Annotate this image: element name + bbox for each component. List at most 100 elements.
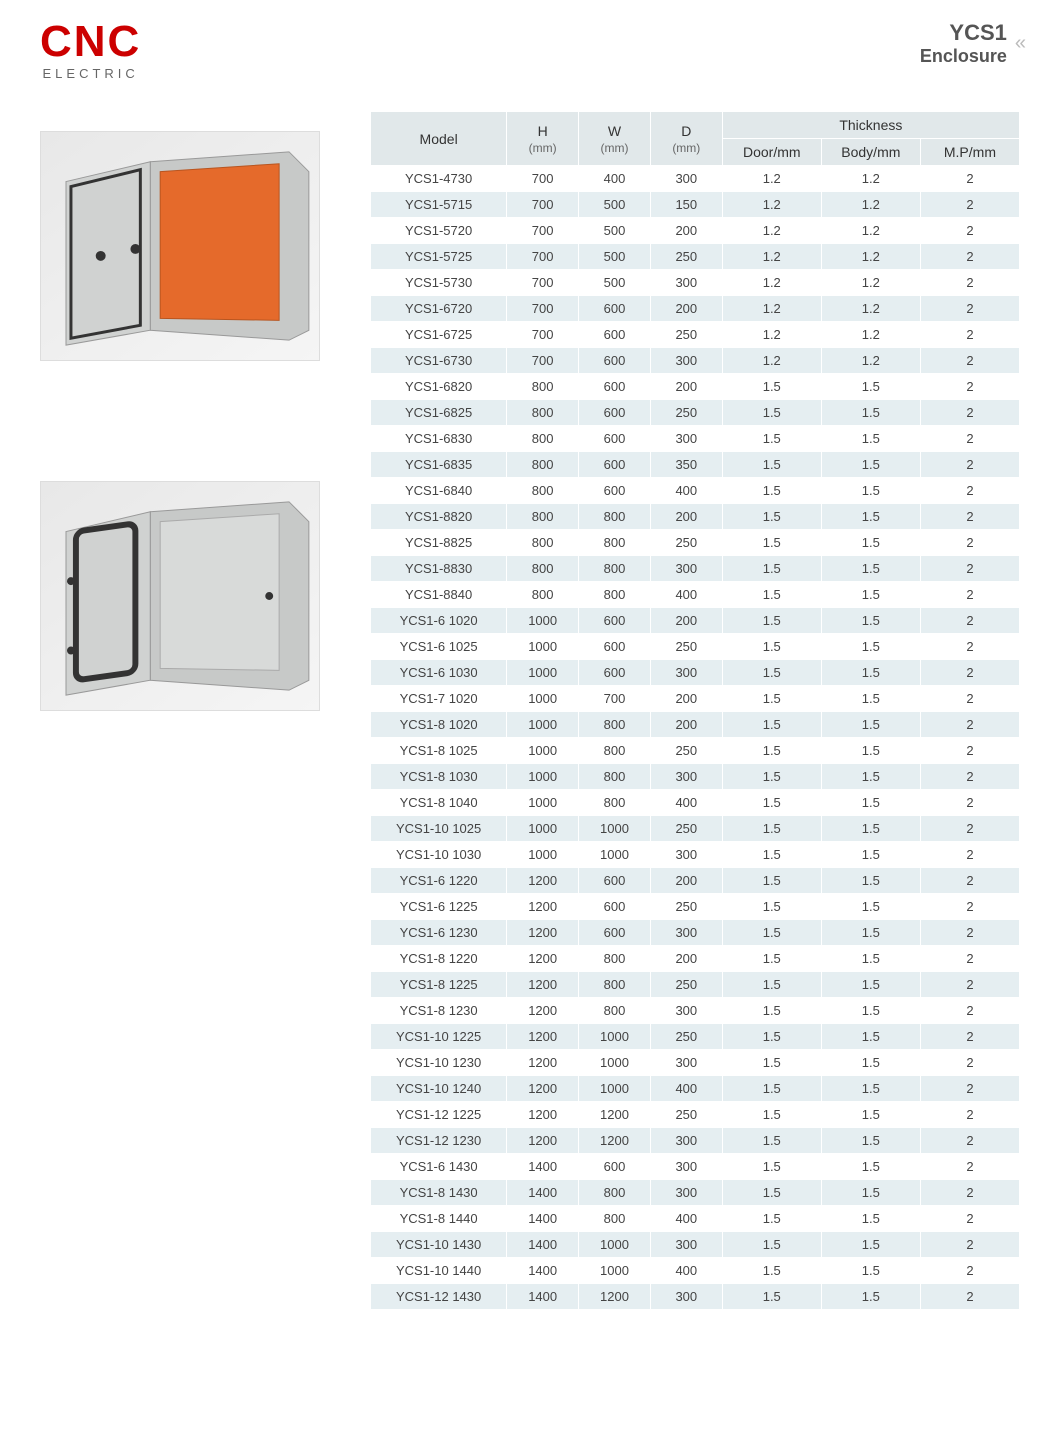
cell-w: 800 bbox=[579, 946, 651, 972]
cell-mp: 2 bbox=[920, 1102, 1019, 1128]
cell-body: 1.5 bbox=[821, 400, 920, 426]
cell-model: YCS1-8825 bbox=[371, 530, 507, 556]
cell-body: 1.5 bbox=[821, 556, 920, 582]
cell-model: YCS1-8 1030 bbox=[371, 764, 507, 790]
cell-model: YCS1-6820 bbox=[371, 374, 507, 400]
cell-door: 1.5 bbox=[722, 998, 821, 1024]
cell-h: 1200 bbox=[507, 946, 579, 972]
col-h: H (mm) bbox=[507, 112, 579, 166]
table-row: YCS1-8 102510008002501.51.52 bbox=[371, 738, 1020, 764]
cell-body: 1.2 bbox=[821, 348, 920, 374]
cell-model: YCS1-8 1040 bbox=[371, 790, 507, 816]
cell-body: 1.5 bbox=[821, 816, 920, 842]
cell-model: YCS1-8 1440 bbox=[371, 1206, 507, 1232]
cell-door: 1.5 bbox=[722, 582, 821, 608]
cell-h: 1000 bbox=[507, 816, 579, 842]
table-row: YCS1-67207006002001.21.22 bbox=[371, 296, 1020, 322]
cell-w: 600 bbox=[579, 374, 651, 400]
cell-door: 1.2 bbox=[722, 218, 821, 244]
cell-body: 1.5 bbox=[821, 660, 920, 686]
cell-model: YCS1-6 1025 bbox=[371, 634, 507, 660]
cell-h: 1200 bbox=[507, 1128, 579, 1154]
col-d-label: D bbox=[681, 123, 691, 139]
cell-door: 1.2 bbox=[722, 270, 821, 296]
cell-w: 800 bbox=[579, 972, 651, 998]
chevron-left-icon: « bbox=[1015, 32, 1020, 55]
cell-mp: 2 bbox=[920, 1050, 1019, 1076]
cell-mp: 2 bbox=[920, 374, 1019, 400]
cell-body: 1.5 bbox=[821, 478, 920, 504]
cell-w: 800 bbox=[579, 998, 651, 1024]
cell-mp: 2 bbox=[920, 634, 1019, 660]
cell-door: 1.5 bbox=[722, 946, 821, 972]
table-row: YCS1-68358006003501.51.52 bbox=[371, 452, 1020, 478]
cell-body: 1.5 bbox=[821, 946, 920, 972]
cell-h: 1200 bbox=[507, 972, 579, 998]
table-row: YCS1-88308008003001.51.52 bbox=[371, 556, 1020, 582]
cell-w: 600 bbox=[579, 296, 651, 322]
cell-mp: 2 bbox=[920, 686, 1019, 712]
cell-door: 1.5 bbox=[722, 894, 821, 920]
cell-body: 1.2 bbox=[821, 296, 920, 322]
cell-model: YCS1-10 1240 bbox=[371, 1076, 507, 1102]
cell-h: 700 bbox=[507, 322, 579, 348]
cell-model: YCS1-8 1020 bbox=[371, 712, 507, 738]
cell-mp: 2 bbox=[920, 478, 1019, 504]
cell-d: 300 bbox=[650, 1128, 722, 1154]
cell-h: 800 bbox=[507, 478, 579, 504]
cell-mp: 2 bbox=[920, 166, 1019, 192]
cell-model: YCS1-8830 bbox=[371, 556, 507, 582]
cell-model: YCS1-8820 bbox=[371, 504, 507, 530]
table-row: YCS1-12 1430140012003001.51.52 bbox=[371, 1284, 1020, 1310]
cell-door: 1.5 bbox=[722, 1154, 821, 1180]
cell-body: 1.5 bbox=[821, 764, 920, 790]
cell-mp: 2 bbox=[920, 556, 1019, 582]
cell-d: 300 bbox=[650, 1050, 722, 1076]
cell-h: 1400 bbox=[507, 1206, 579, 1232]
cell-h: 1400 bbox=[507, 1232, 579, 1258]
col-w: W (mm) bbox=[579, 112, 651, 166]
cell-model: YCS1-6 1030 bbox=[371, 660, 507, 686]
cell-h: 1000 bbox=[507, 712, 579, 738]
cell-door: 1.5 bbox=[722, 842, 821, 868]
cell-w: 700 bbox=[579, 686, 651, 712]
cell-body: 1.5 bbox=[821, 1128, 920, 1154]
cell-h: 1200 bbox=[507, 868, 579, 894]
cell-h: 1200 bbox=[507, 1024, 579, 1050]
cell-h: 1200 bbox=[507, 894, 579, 920]
cell-w: 800 bbox=[579, 790, 651, 816]
cell-door: 1.2 bbox=[722, 348, 821, 374]
cell-d: 200 bbox=[650, 712, 722, 738]
cell-door: 1.5 bbox=[722, 504, 821, 530]
cell-d: 250 bbox=[650, 1102, 722, 1128]
table-row: YCS1-57207005002001.21.22 bbox=[371, 218, 1020, 244]
cell-door: 1.5 bbox=[722, 1180, 821, 1206]
cell-h: 1400 bbox=[507, 1258, 579, 1284]
table-row: YCS1-8 123012008003001.51.52 bbox=[371, 998, 1020, 1024]
cell-body: 1.5 bbox=[821, 972, 920, 998]
cell-body: 1.2 bbox=[821, 244, 920, 270]
table-row: YCS1-10 1030100010003001.51.52 bbox=[371, 842, 1020, 868]
cell-h: 800 bbox=[507, 400, 579, 426]
col-w-label: W bbox=[608, 123, 621, 139]
cell-mp: 2 bbox=[920, 1284, 1019, 1310]
cell-h: 800 bbox=[507, 426, 579, 452]
cell-door: 1.5 bbox=[722, 452, 821, 478]
cell-door: 1.5 bbox=[722, 426, 821, 452]
cell-door: 1.5 bbox=[722, 868, 821, 894]
table-row: YCS1-6 103010006003001.51.52 bbox=[371, 660, 1020, 686]
table-row: YCS1-67307006003001.21.22 bbox=[371, 348, 1020, 374]
cell-model: YCS1-10 1030 bbox=[371, 842, 507, 868]
cell-door: 1.5 bbox=[722, 1232, 821, 1258]
cell-model: YCS1-10 1225 bbox=[371, 1024, 507, 1050]
cell-h: 1000 bbox=[507, 842, 579, 868]
cell-body: 1.5 bbox=[821, 894, 920, 920]
cell-body: 1.5 bbox=[821, 1206, 920, 1232]
table-row: YCS1-6 143014006003001.51.52 bbox=[371, 1154, 1020, 1180]
cell-h: 1200 bbox=[507, 1102, 579, 1128]
cell-w: 800 bbox=[579, 530, 651, 556]
cell-w: 600 bbox=[579, 1154, 651, 1180]
cell-body: 1.5 bbox=[821, 1076, 920, 1102]
cell-model: YCS1-6835 bbox=[371, 452, 507, 478]
cell-door: 1.5 bbox=[722, 1024, 821, 1050]
